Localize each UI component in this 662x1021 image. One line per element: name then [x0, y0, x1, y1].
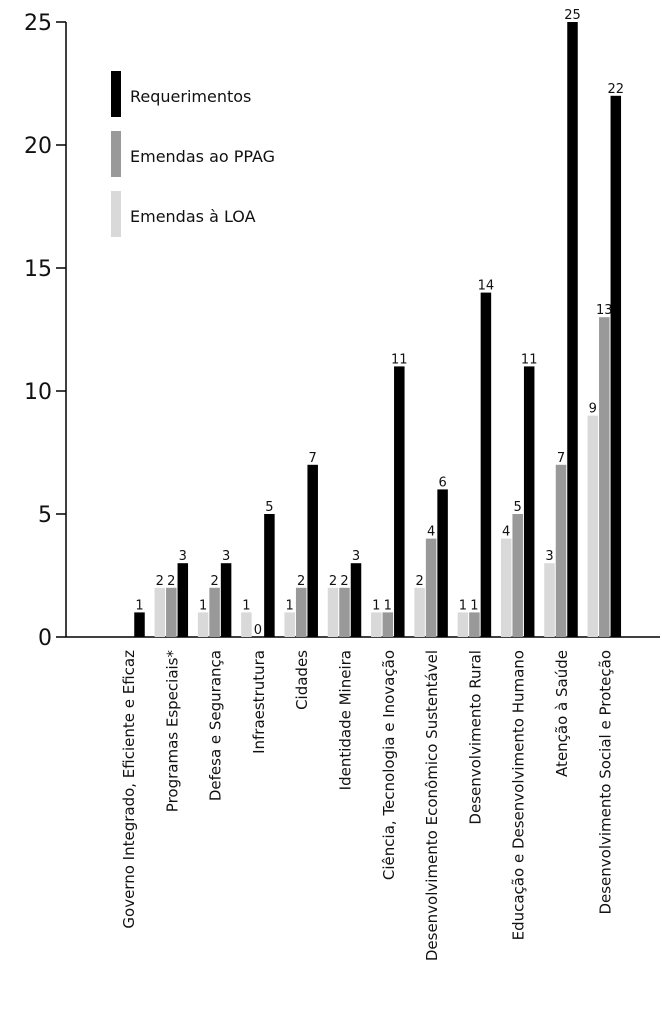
bar: [544, 563, 555, 637]
category-label: Atenção à Saúde: [553, 650, 571, 777]
bar: [209, 587, 220, 637]
bar: [264, 514, 275, 637]
category-label: Ciência, Tecnologia e Inovação: [380, 650, 398, 880]
bar: [295, 587, 307, 637]
bar-value-label: 13: [596, 303, 613, 318]
bar-value-label: 1: [470, 598, 478, 613]
bar: [500, 538, 512, 637]
y-ticks: 0 5 10 15 20 25: [24, 11, 66, 651]
x-axis: Governo Integrado, Eficiente e Eficaz Pro…: [66, 636, 660, 962]
category-label: Desenvolvimento Social e Proteção: [596, 650, 614, 915]
bar-value-label: 11: [521, 352, 538, 367]
bar: [197, 612, 209, 637]
bar-value-label: 1: [242, 598, 250, 613]
bar-value-label: 7: [309, 451, 317, 466]
bar: [339, 587, 350, 637]
bar-value-label: 2: [210, 574, 218, 589]
bar: [307, 464, 318, 637]
y-tick-label: 20: [24, 134, 52, 159]
bar-value-label: 2: [329, 574, 337, 589]
bar-value-label: 1: [135, 598, 143, 613]
y-axis: 0 5 10 15 20 25: [24, 11, 67, 651]
category-label: Identidade Mineira: [337, 650, 355, 790]
category-label: Infraestrutura: [250, 650, 268, 754]
bar: [327, 587, 339, 637]
category-label: Governo Integrado, Eficiente e Eficaz: [120, 650, 138, 929]
category-label: Desenvolvimento Rural: [466, 650, 484, 825]
category-label: Defesa e Segurança: [207, 650, 225, 801]
bar-value-label: 11: [391, 352, 408, 367]
bar-value-label: 0: [254, 623, 262, 638]
y-tick-label: 10: [24, 380, 52, 405]
bar-value-label: 1: [199, 598, 207, 613]
bar-value-label: 2: [167, 574, 175, 589]
bar-value-label: 6: [438, 475, 446, 490]
bar-value-label: 1: [286, 598, 294, 613]
bar: [154, 587, 166, 637]
bar-value-label: 2: [415, 574, 423, 589]
category-labels: Governo Integrado, Eficiente e Eficaz Pro…: [120, 650, 614, 962]
bar: [599, 317, 610, 637]
y-tick-label: 0: [38, 626, 52, 651]
bar: [555, 464, 567, 637]
bar-value-label: 7: [557, 451, 565, 466]
legend-label: Requerimentos: [130, 87, 251, 106]
legend-label: Emendas ao PPAG: [130, 147, 275, 166]
y-tick-label: 25: [24, 11, 52, 36]
bar: [523, 366, 535, 637]
bar: [166, 587, 177, 637]
bar: [512, 514, 523, 637]
bar-value-label: 2: [297, 574, 305, 589]
bar: [437, 489, 448, 637]
bar-value-label: 1: [384, 598, 392, 613]
legend: Requerimentos Emendas ao PPAG Emendas à LO…: [111, 71, 275, 237]
legend-swatch: [111, 131, 121, 177]
bar: [480, 292, 492, 637]
bar-value-label: 5: [265, 500, 273, 515]
bar: [394, 366, 405, 637]
bar-value-label: 1: [372, 598, 380, 613]
bar-value-label: 3: [352, 549, 360, 564]
bar: [220, 563, 232, 637]
bar: [425, 538, 437, 637]
bar-value-label: 3: [179, 549, 187, 564]
bar-value-label: 3: [545, 549, 553, 564]
bar: [567, 22, 578, 637]
bar-value-label: 14: [478, 279, 495, 294]
category-label: Programas Especiais*: [163, 650, 181, 813]
bar-value-label: 2: [340, 574, 348, 589]
bar: [414, 587, 425, 637]
legend-swatch: [111, 191, 121, 237]
bar-value-label: 9: [589, 402, 597, 417]
bar-value-label: 22: [608, 82, 625, 97]
bar: [382, 612, 394, 637]
category-label: Educação e Desenvolvimento Humano: [510, 650, 528, 940]
bar: [284, 612, 295, 637]
bar: [371, 612, 382, 637]
bar: [177, 563, 189, 637]
legend-label: Emendas à LOA: [130, 207, 256, 226]
legend-swatch: [111, 71, 121, 117]
bar: [469, 612, 480, 637]
category-label: Desenvolvimento Econômico Sustentável: [423, 650, 441, 961]
y-tick-label: 15: [24, 257, 52, 282]
bar-value-label: 4: [502, 525, 510, 540]
bar-value-label: 4: [427, 525, 435, 540]
bar-value-label: 1: [459, 598, 467, 613]
bar: [350, 563, 362, 637]
bar: [610, 95, 622, 638]
category-label: Cidades: [293, 650, 311, 710]
bar-value-label: 5: [514, 500, 522, 515]
bar: [241, 612, 252, 637]
bar-value-label: 25: [564, 8, 581, 23]
bar-value-label: 3: [222, 549, 230, 564]
bar: [587, 415, 599, 637]
bar-value-label: 2: [156, 574, 164, 589]
bar: [457, 612, 469, 637]
bar: [134, 612, 145, 637]
y-tick-label: 5: [38, 503, 52, 528]
